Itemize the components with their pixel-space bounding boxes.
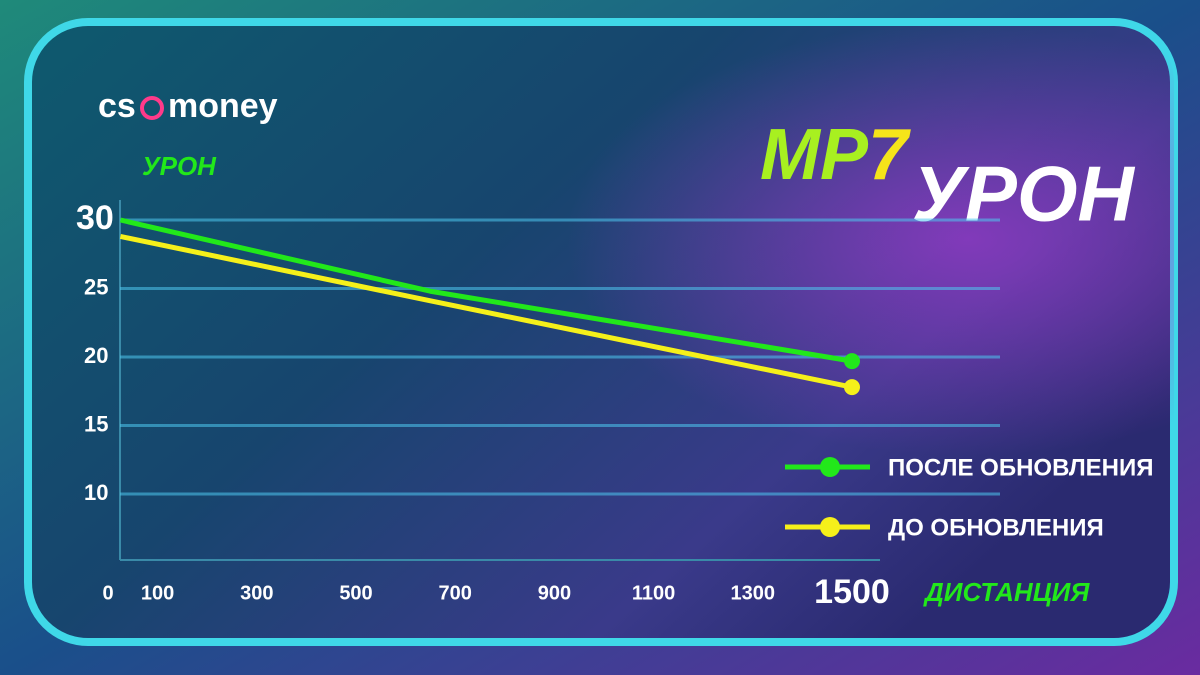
legend-label: ПОСЛЕ ОБНОВЛЕНИЯ xyxy=(888,454,1154,481)
y-tick-label: 10 xyxy=(84,480,108,505)
brand-left: cs xyxy=(98,87,136,125)
y-axis-label: УРОН xyxy=(142,151,217,181)
series-line xyxy=(119,233,853,390)
x-tick-label: 1100 xyxy=(632,582,675,604)
x-tick-label: 0 xyxy=(102,582,113,604)
end-point xyxy=(844,379,860,396)
y-tick-label: 25 xyxy=(84,274,108,299)
legend-label: ДО ОБНОВЛЕНИЯ xyxy=(888,514,1104,541)
x-tick-label: 100 xyxy=(141,582,174,604)
title-part1: MP xyxy=(760,115,869,195)
x-axis-label: ДИСТАНЦИЯ xyxy=(923,577,1090,607)
end-point xyxy=(844,353,860,370)
x-tick-label: 700 xyxy=(439,582,472,604)
panel-glow xyxy=(28,22,1174,642)
legend-marker xyxy=(820,457,840,477)
x-tick-label: 500 xyxy=(339,582,372,604)
legend-marker xyxy=(820,517,840,537)
x-tick-label: 1300 xyxy=(731,582,776,604)
y-tick-label: 15 xyxy=(84,411,108,436)
x-tick-label: 1500 xyxy=(814,573,890,611)
y-tick-label: 30 xyxy=(76,199,114,237)
title-part2: 7 xyxy=(868,115,911,195)
brand-icon xyxy=(140,96,164,120)
series-line xyxy=(119,217,853,364)
x-tick-label: 300 xyxy=(240,582,273,604)
y-tick-label: 20 xyxy=(84,343,108,368)
brand-right: money xyxy=(168,87,278,125)
title-part3: УРОН xyxy=(912,150,1136,238)
x-tick-label: 900 xyxy=(538,582,571,604)
